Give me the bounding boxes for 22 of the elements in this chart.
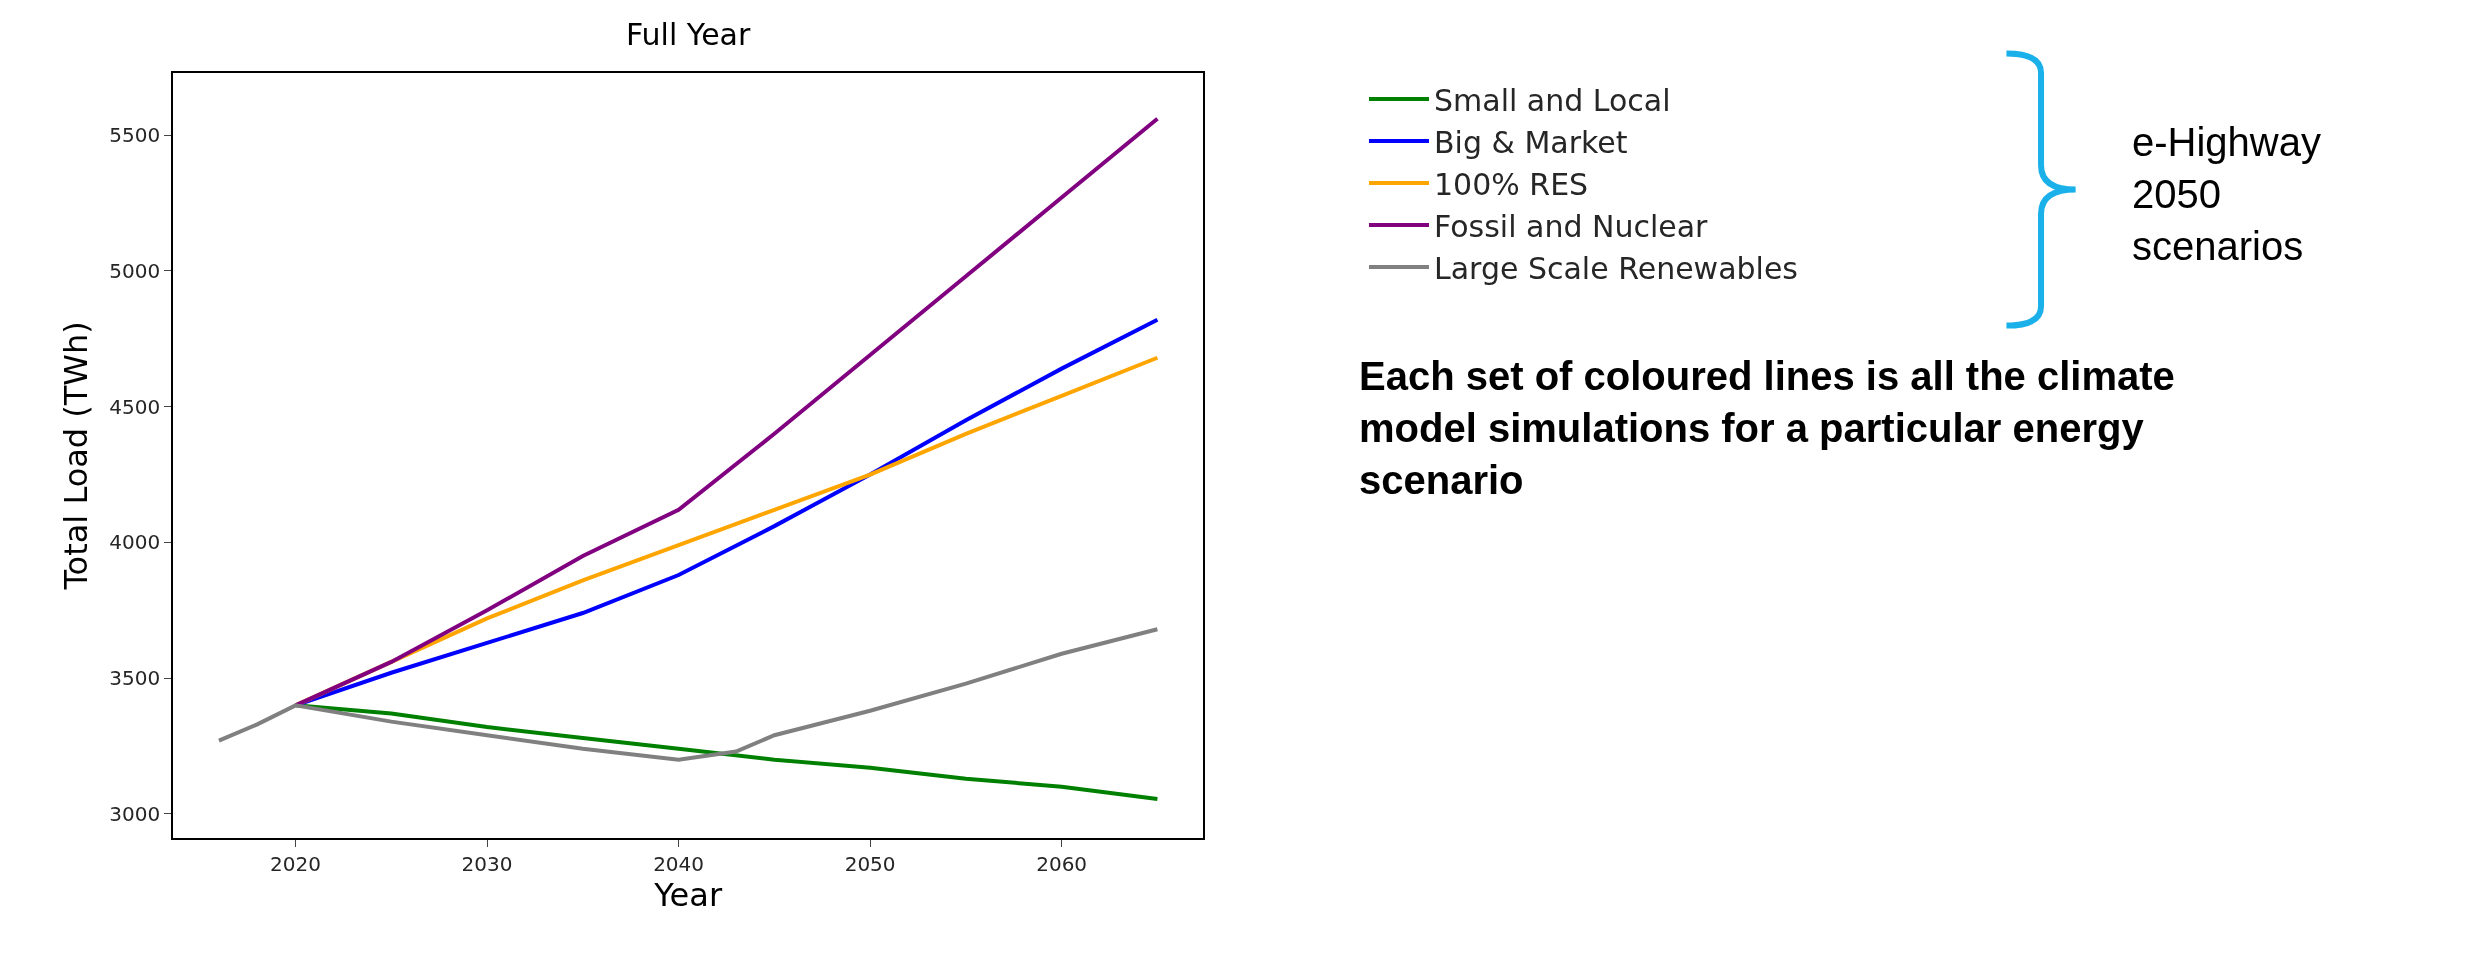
x-tick-label: 2060 bbox=[1036, 851, 1088, 876]
y-tick-label: 3000 bbox=[109, 801, 161, 826]
y-tick-label: 4500 bbox=[109, 394, 161, 419]
legend-label: 100% RES bbox=[1433, 166, 1589, 202]
chart-title: Full Year bbox=[625, 17, 752, 53]
legend-label: Large Scale Renewables bbox=[1433, 250, 1798, 286]
y-tick-label: 4000 bbox=[109, 530, 161, 555]
y-tick-label: 5500 bbox=[109, 123, 161, 148]
y-axis-title: Total Load (TWh) bbox=[57, 321, 96, 591]
legend-label: Big & Market bbox=[1433, 124, 1628, 160]
x-tick-label: 2040 bbox=[653, 851, 705, 876]
text: Each set of coloured lines is all the climate model simulations for a particular energy scenario bbox=[1359, 354, 2175, 502]
x-tick-label: 2030 bbox=[461, 851, 513, 876]
legend-label: Small and Local bbox=[1433, 82, 1671, 118]
y-tick-label: 3500 bbox=[109, 666, 161, 691]
x-axis-title: Year bbox=[653, 875, 723, 914]
line-series bbox=[216, 627, 1160, 762]
x-tick-label: 2050 bbox=[844, 851, 896, 876]
x-tick-label: 2020 bbox=[270, 851, 321, 876]
y-tick-label: 5000 bbox=[109, 258, 161, 283]
legend-label: Fossil and Nuclear bbox=[1433, 208, 1709, 244]
text: e-Highway 2050 scenarios bbox=[2132, 120, 2321, 268]
